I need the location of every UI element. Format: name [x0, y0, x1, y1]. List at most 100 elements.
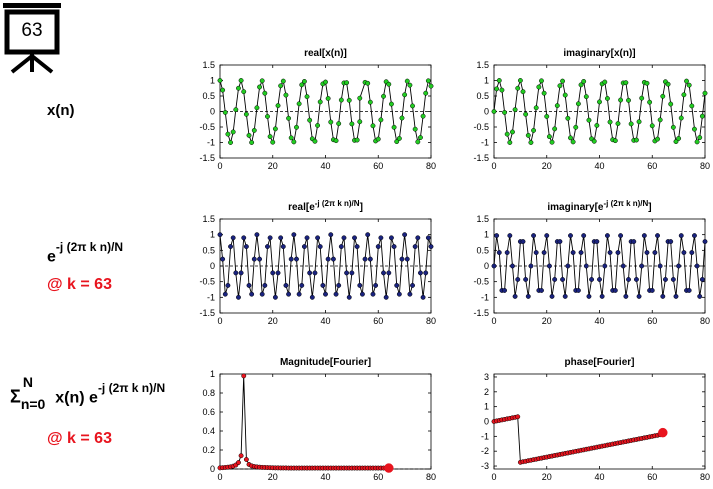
- x-tick-label: 20: [542, 472, 552, 482]
- data-point: [312, 270, 318, 276]
- data-point: [618, 97, 624, 103]
- y-tick-label: 0.5: [476, 245, 489, 255]
- data-point: [554, 103, 560, 109]
- data-point: [676, 263, 682, 269]
- data-point: [249, 291, 255, 297]
- y-tick-label: -3: [481, 461, 489, 471]
- data-point: [633, 277, 639, 282]
- y-tick-label: 1: [484, 402, 489, 412]
- data-point: [272, 294, 278, 300]
- data-point: [686, 82, 692, 88]
- data-point: [594, 123, 600, 128]
- data-point: [370, 123, 376, 129]
- data-point: [491, 109, 497, 114]
- chart-title-text: imaginary[x(n)]: [563, 48, 635, 59]
- data-point: [428, 244, 434, 250]
- chart-title: phase[Fourier]: [564, 357, 634, 368]
- data-point: [604, 96, 610, 101]
- data-point: [412, 126, 418, 132]
- data-point: [512, 107, 518, 113]
- x-tick-label: 0: [491, 316, 496, 326]
- data-point: [549, 139, 555, 145]
- y-tick-label: -0.5: [199, 122, 215, 132]
- data-point: [565, 263, 571, 269]
- data-point: [251, 256, 257, 262]
- data-point: [375, 136, 381, 142]
- x-tick-label: 20: [268, 472, 278, 482]
- data-point: [578, 82, 584, 88]
- data-point: [275, 103, 281, 109]
- data-point: [325, 256, 331, 262]
- y-tick-label: 2: [484, 387, 489, 397]
- sum-lower-limit: n=0: [20, 396, 46, 413]
- chart-title-text: real[x(n)]: [304, 48, 347, 59]
- data-point: [562, 92, 568, 98]
- y-tick-label: -1: [481, 292, 489, 302]
- data-point: [230, 235, 236, 241]
- presentation-board-icon: [3, 3, 61, 74]
- x-tick-label: 80: [700, 316, 710, 326]
- data-point: [386, 270, 392, 276]
- row2-base: e: [47, 248, 56, 266]
- data-point: [655, 233, 660, 239]
- chart-title-superscript: -j (2π k n)/N: [315, 199, 360, 208]
- data-point: [626, 97, 631, 103]
- data-point: [523, 277, 529, 282]
- y-tick-label: -2: [481, 446, 489, 456]
- x-tick-label: 40: [594, 316, 604, 326]
- data-point: [657, 263, 663, 269]
- data-point: [504, 131, 510, 137]
- y-tick-label: -0.5: [473, 277, 489, 287]
- data-point: [243, 244, 249, 250]
- axes-box: [493, 373, 706, 470]
- y-tick-label: -1.5: [473, 308, 489, 318]
- row2-exponent: -j (2π k n)/N: [55, 240, 124, 254]
- chart-title: Magnitude[Fourier]: [280, 357, 371, 368]
- data-point: [246, 282, 252, 288]
- x-tick-label: 60: [647, 472, 657, 482]
- data-point: [265, 244, 270, 250]
- x-tick-label: 20: [542, 161, 552, 171]
- data-point: [586, 293, 592, 299]
- data-point: [565, 115, 571, 121]
- data-point: [323, 291, 328, 297]
- y-tick-label: 0.5: [476, 91, 489, 101]
- data-point: [230, 129, 236, 135]
- data-point: [236, 294, 241, 300]
- x-tick-label: 60: [647, 316, 657, 326]
- data-point: [689, 103, 695, 109]
- data-point: [238, 270, 244, 276]
- data-point: [386, 81, 392, 87]
- data-point: [288, 256, 294, 262]
- data-point: [412, 244, 418, 250]
- data-point: [560, 277, 566, 282]
- data-point: [528, 263, 534, 269]
- data-point: [546, 134, 552, 140]
- data-point: [428, 83, 434, 89]
- data-point: [510, 263, 515, 269]
- data-point: [341, 235, 347, 241]
- data-point: [225, 131, 231, 137]
- data-point: [515, 277, 521, 282]
- y-tick-label: 0.4: [202, 426, 215, 436]
- data-point: [283, 282, 289, 288]
- data-point: [246, 132, 252, 138]
- data-point: [365, 232, 371, 238]
- data-point: [523, 111, 529, 117]
- data-point: [249, 140, 255, 145]
- data-point: [699, 277, 705, 282]
- data-point: [296, 291, 302, 297]
- data-point: [581, 233, 587, 239]
- data-point: [615, 250, 621, 255]
- data-point: [236, 460, 241, 465]
- data-point: [544, 233, 550, 239]
- data-point: [388, 235, 394, 241]
- data-point: [354, 137, 360, 143]
- data-point: [330, 256, 336, 262]
- data-point: [425, 78, 431, 84]
- data-point: [309, 294, 315, 300]
- data-point: [217, 232, 223, 238]
- data-point: [602, 263, 608, 269]
- data-point: [394, 139, 400, 145]
